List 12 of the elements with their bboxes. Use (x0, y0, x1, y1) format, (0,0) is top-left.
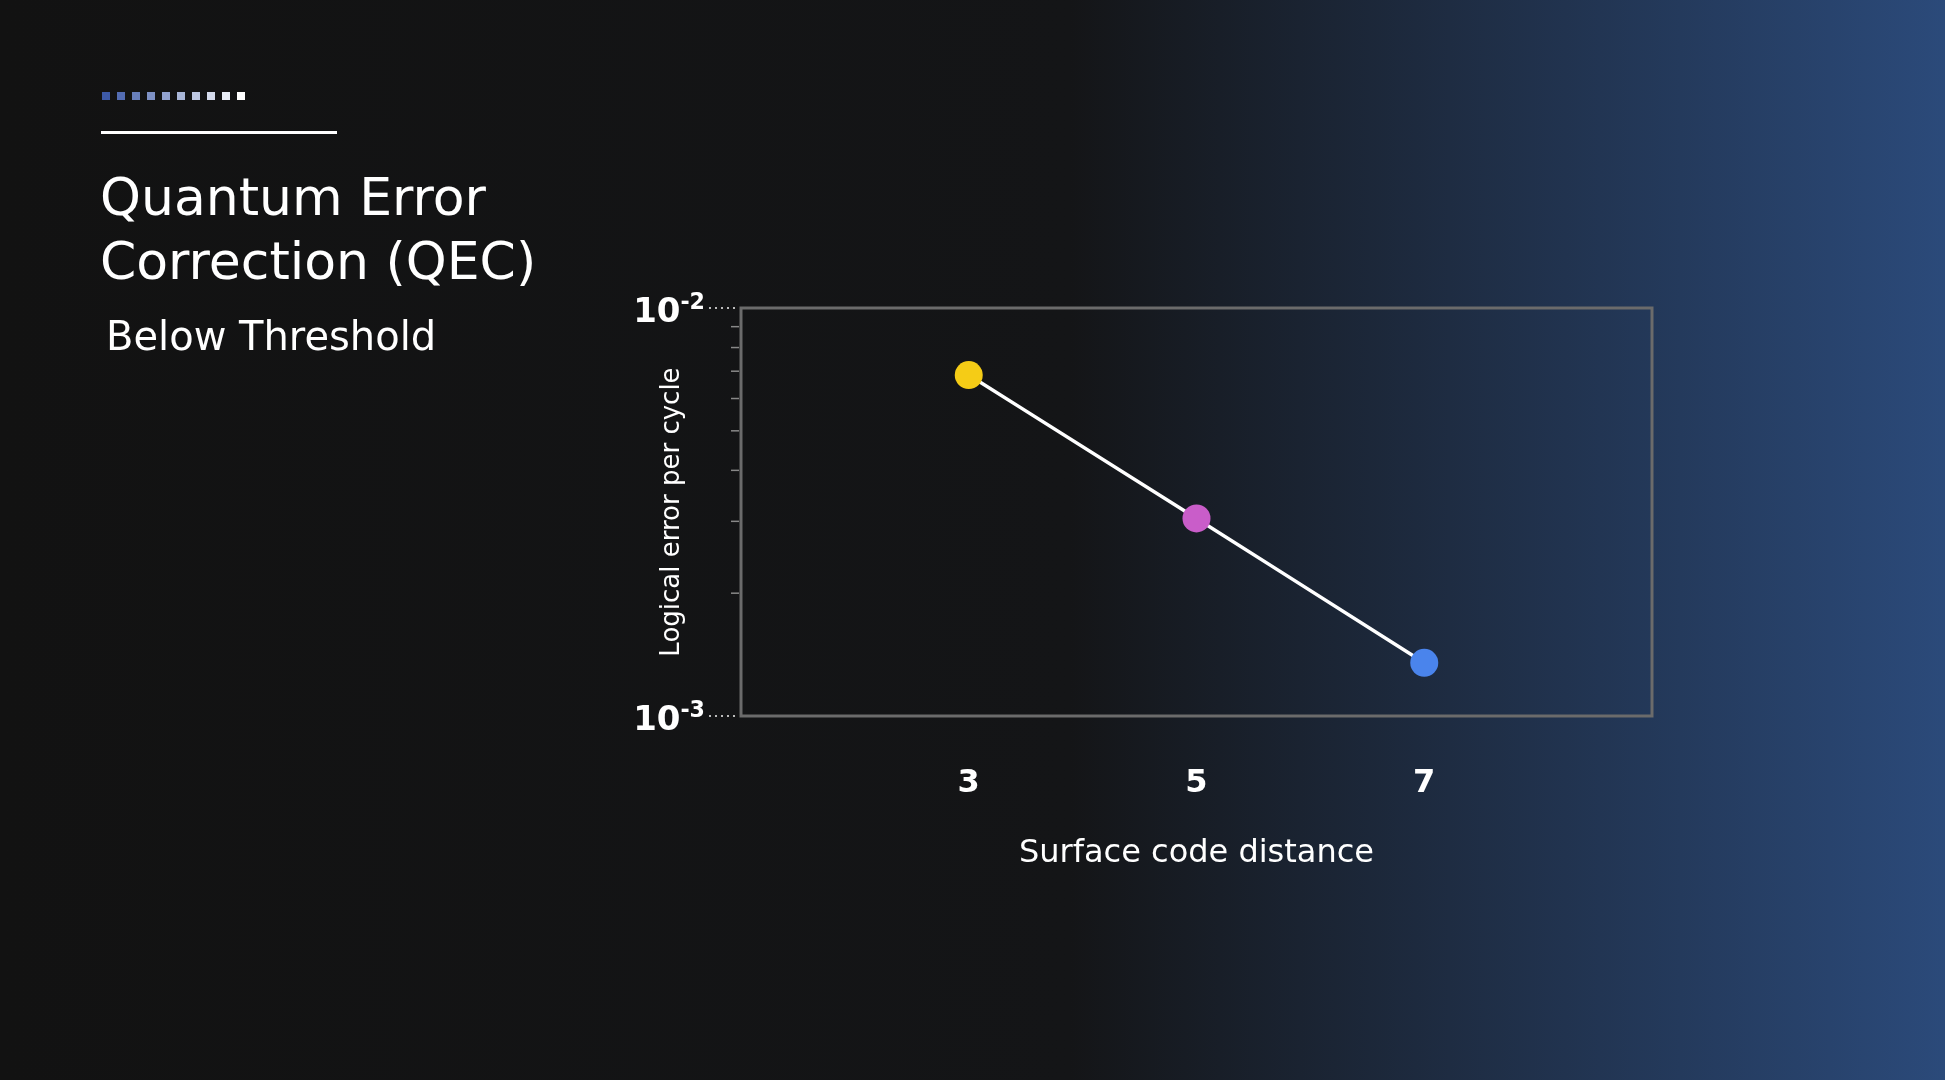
x-tick-label: 7 (1413, 762, 1436, 800)
text: Below Threshold (106, 313, 437, 359)
point (1182, 504, 1211, 533)
y-axis-title: Logical error per cycle (655, 367, 685, 657)
point (954, 361, 983, 390)
text: Quantum Error Correction (QEC) (100, 166, 538, 293)
y-tick-label: 10$^{-2}$ (633, 288, 705, 330)
x-axis-title: Surface code distance (1018, 832, 1375, 870)
y-tick-label: 10$^{-3}$ (633, 696, 705, 738)
x-tick-label: 5 (1185, 762, 1208, 800)
point (1410, 648, 1439, 677)
x-tick-label: 3 (957, 762, 980, 800)
